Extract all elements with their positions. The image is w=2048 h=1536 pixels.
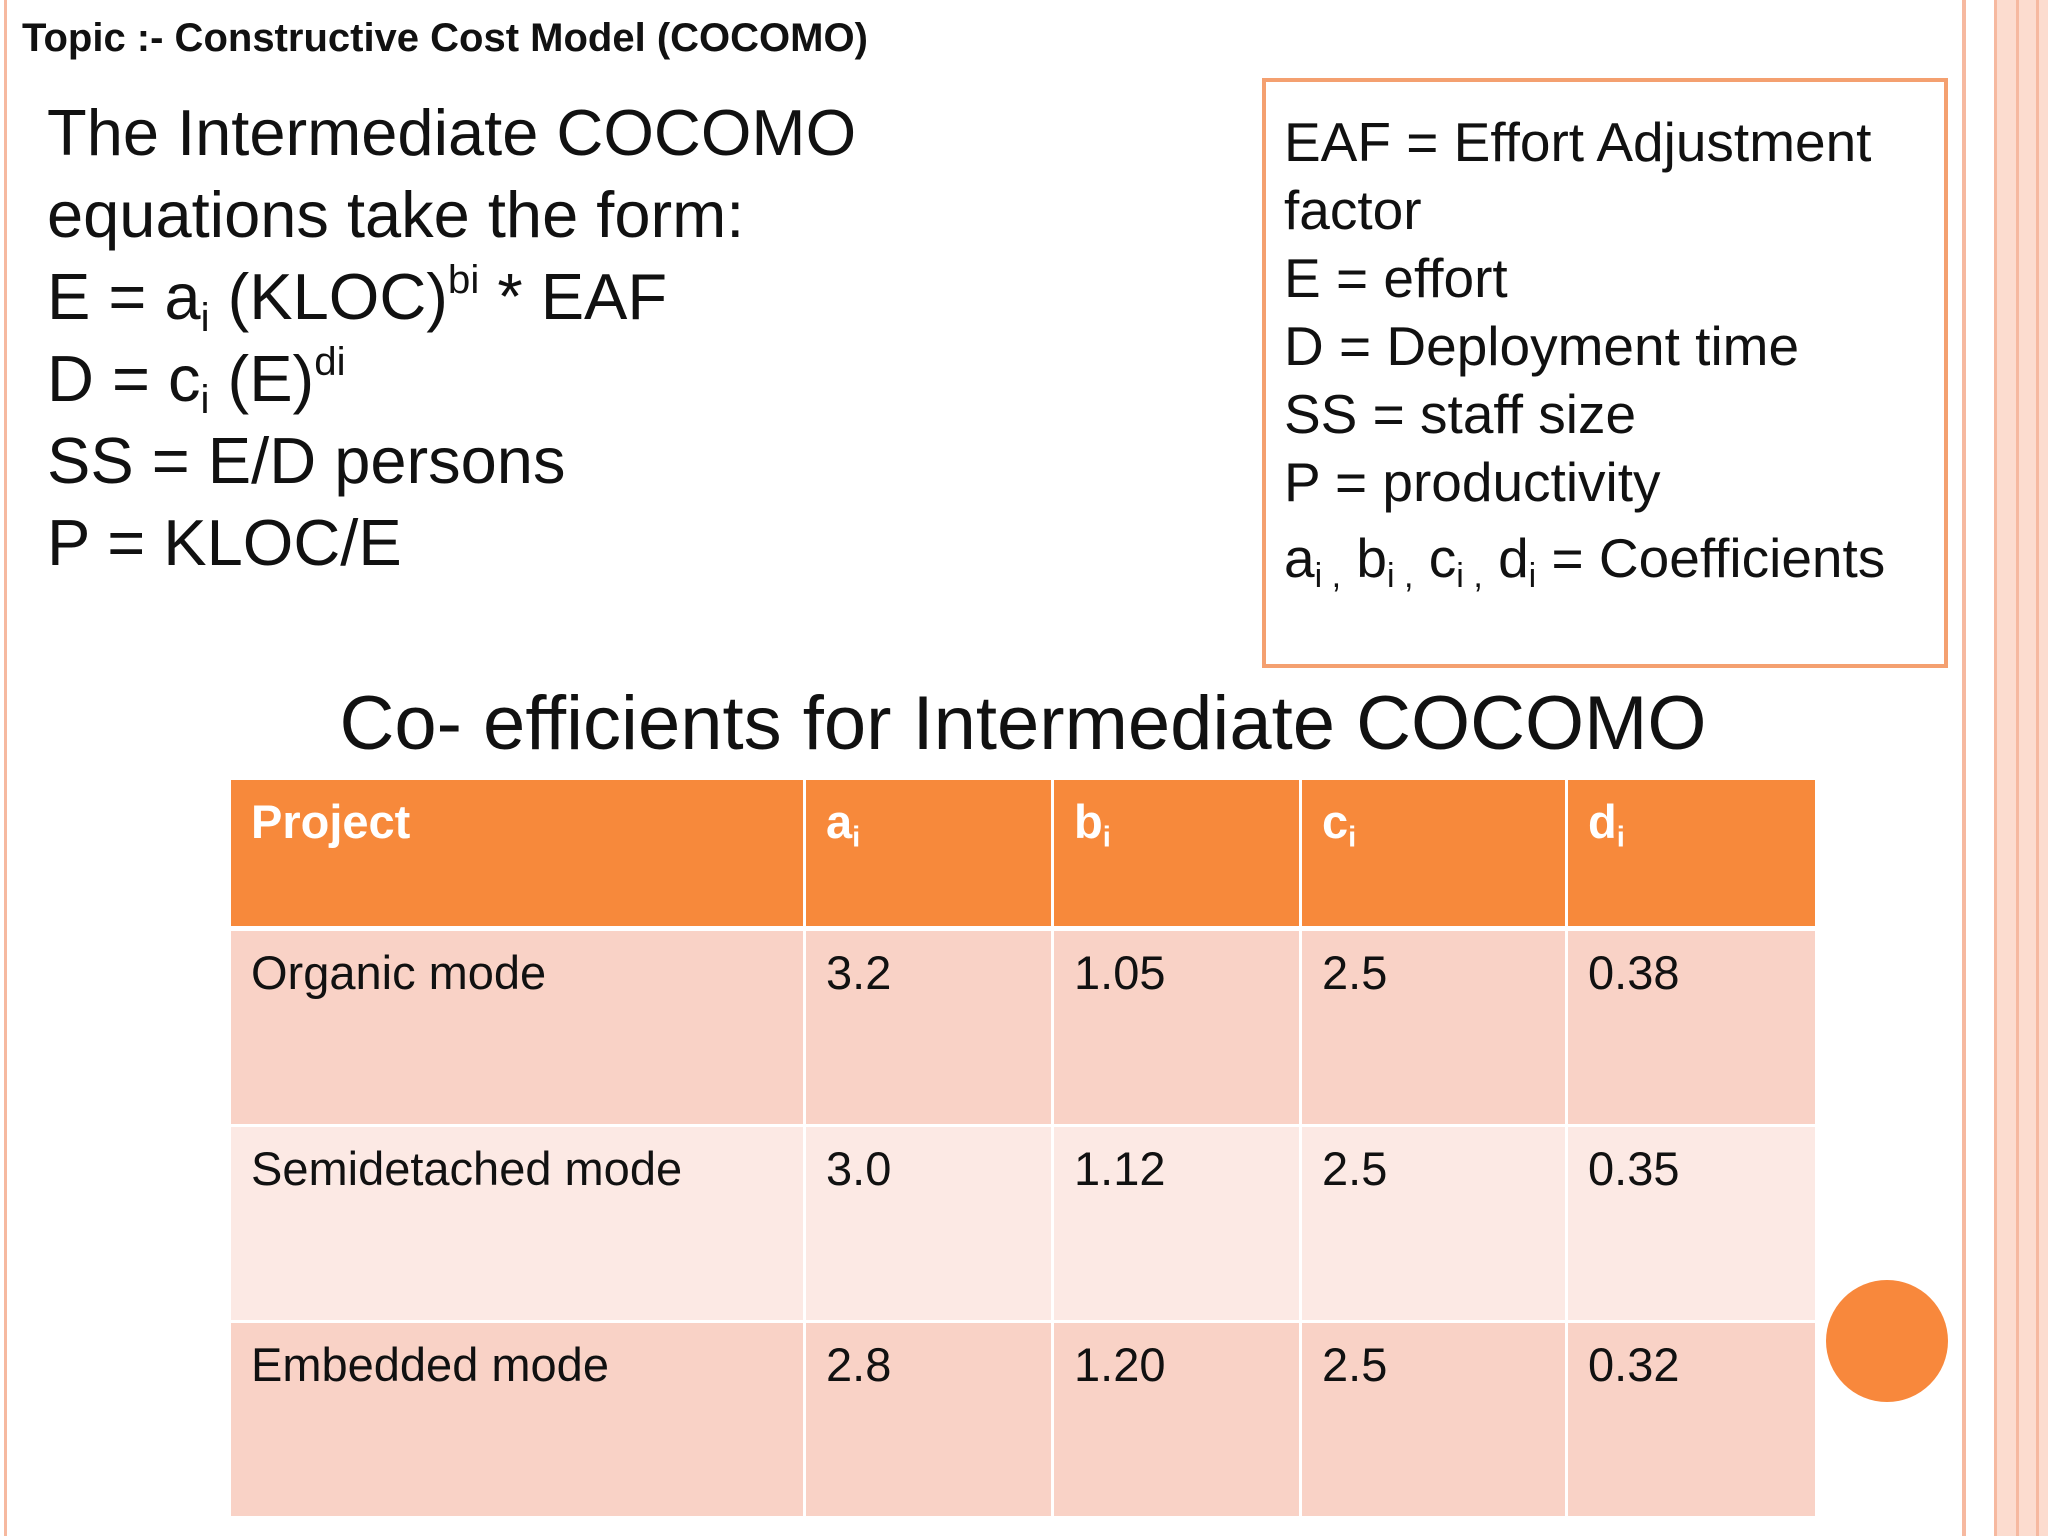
subscript: i , bbox=[1456, 557, 1483, 596]
text-run: (E) bbox=[209, 342, 315, 415]
text-run: E = a bbox=[47, 260, 201, 333]
row: Embedded mode 2.8 1.20 2.5 0.32 bbox=[231, 1323, 1815, 1519]
border-band bbox=[1994, 0, 2048, 1536]
subscript: i , bbox=[1314, 557, 1342, 596]
line: ai , bi , ci , di = Coefficients bbox=[1284, 524, 1886, 596]
border-line bbox=[1962, 0, 1966, 1536]
text-run: D = Deployment time bbox=[1284, 315, 1800, 377]
cell: Organic mode bbox=[231, 931, 806, 1127]
text-run: P = KLOC/E bbox=[47, 506, 402, 579]
text-run: b bbox=[1074, 795, 1103, 848]
row: Semidetached mode 3.0 1.12 2.5 0.35 bbox=[231, 1127, 1815, 1323]
text-run: D = c bbox=[47, 342, 201, 415]
cell: 2.8 bbox=[806, 1323, 1054, 1519]
header-cell: ai bbox=[806, 780, 1054, 931]
text-run: P = productivity bbox=[1284, 451, 1661, 513]
line: SS = E/D persons bbox=[47, 420, 856, 502]
header-row: Project ai bi ci di bbox=[231, 780, 1815, 931]
legend: EAF = Effort Adjustment factor E = effort D… bbox=[1284, 108, 1886, 596]
subscript: i bbox=[200, 377, 210, 423]
line: D = ci (E)di bbox=[47, 338, 856, 420]
line: equations take the form: bbox=[47, 174, 856, 256]
legend-box bbox=[1262, 78, 1948, 668]
cell: 0.35 bbox=[1568, 1127, 1815, 1323]
decoration-circle bbox=[1826, 1280, 1948, 1402]
text-run: c bbox=[1413, 527, 1457, 589]
table-title: Co- efficients for Intermediate COCOMO bbox=[339, 681, 1707, 766]
text-run: * EAF bbox=[479, 260, 668, 333]
text-run: E = effort bbox=[1284, 247, 1508, 309]
line: factor bbox=[1284, 176, 1885, 244]
line: The Intermediate COCOMO bbox=[47, 92, 856, 174]
text-run: SS = staff size bbox=[1284, 383, 1637, 445]
line: D = Deployment time bbox=[1284, 312, 1885, 380]
cell: 2.5 bbox=[1302, 1323, 1568, 1519]
text-run: c bbox=[1322, 795, 1349, 848]
text-run: a bbox=[1284, 527, 1315, 589]
equations: The Intermediate COCOMO equations take th… bbox=[47, 92, 856, 584]
text-run: EAF = Effort Adjustment bbox=[1284, 111, 1872, 173]
topic: Topic :- Constructive Cost Model (COCOMO… bbox=[22, 16, 868, 60]
subscript: i bbox=[852, 821, 861, 854]
superscript: bi bbox=[447, 256, 480, 302]
subscript: i bbox=[1616, 821, 1625, 854]
subscript: i bbox=[200, 295, 210, 341]
cell: 0.32 bbox=[1568, 1323, 1815, 1519]
cell: 1.12 bbox=[1054, 1127, 1302, 1323]
border-line bbox=[1994, 0, 1997, 1536]
superscript: di bbox=[314, 338, 346, 384]
line: EAF = Effort Adjustment bbox=[1284, 108, 1885, 176]
line: E = ai (KLOC)bi * EAF bbox=[47, 256, 856, 338]
text-run: factor bbox=[1284, 179, 1422, 241]
text-run: d bbox=[1588, 795, 1617, 848]
line: P = KLOC/E bbox=[47, 502, 856, 584]
text-run: SS = E/D persons bbox=[47, 424, 566, 497]
border-line bbox=[2016, 0, 2019, 1536]
cell: 2.5 bbox=[1302, 1127, 1568, 1323]
line: P = productivity bbox=[1284, 448, 1885, 516]
subscript: i , bbox=[1386, 557, 1414, 596]
text-run: a bbox=[826, 795, 853, 848]
header-cell: bi bbox=[1054, 780, 1302, 931]
text-run: d bbox=[1482, 527, 1529, 589]
header-cell: di bbox=[1568, 780, 1815, 931]
cell: 1.05 bbox=[1054, 931, 1302, 1127]
subscript: i bbox=[1348, 821, 1357, 854]
subscript: i bbox=[1102, 821, 1111, 854]
text-run: (KLOC) bbox=[209, 260, 448, 333]
border-line bbox=[2036, 0, 2039, 1536]
cell: 0.38 bbox=[1568, 931, 1815, 1127]
header-cell: Project bbox=[231, 780, 806, 931]
text-run: Project bbox=[251, 795, 411, 848]
text-run: The Intermediate COCOMO bbox=[47, 96, 857, 169]
coefficient-table: Project ai bi ci di Organic mode 3.2 1.05 2.5 0.3… bbox=[231, 780, 1815, 1519]
line: SS = staff size bbox=[1284, 380, 1885, 448]
text-run: = Coefficients bbox=[1536, 527, 1886, 589]
cell: Embedded mode bbox=[231, 1323, 806, 1519]
cell: 3.2 bbox=[806, 931, 1054, 1127]
text-run: equations take the form: bbox=[47, 178, 745, 251]
border-line bbox=[4, 0, 7, 1536]
cell: 2.5 bbox=[1302, 931, 1568, 1127]
text-run: b bbox=[1341, 527, 1387, 589]
row: Organic mode 3.2 1.05 2.5 0.38 bbox=[231, 931, 1815, 1127]
line: E = effort bbox=[1284, 244, 1885, 312]
cell: Semidetached mode bbox=[231, 1127, 806, 1323]
subscript: i bbox=[1528, 557, 1537, 596]
cell: 3.0 bbox=[806, 1127, 1054, 1323]
header-cell: ci bbox=[1302, 780, 1568, 931]
cell: 1.20 bbox=[1054, 1323, 1302, 1519]
